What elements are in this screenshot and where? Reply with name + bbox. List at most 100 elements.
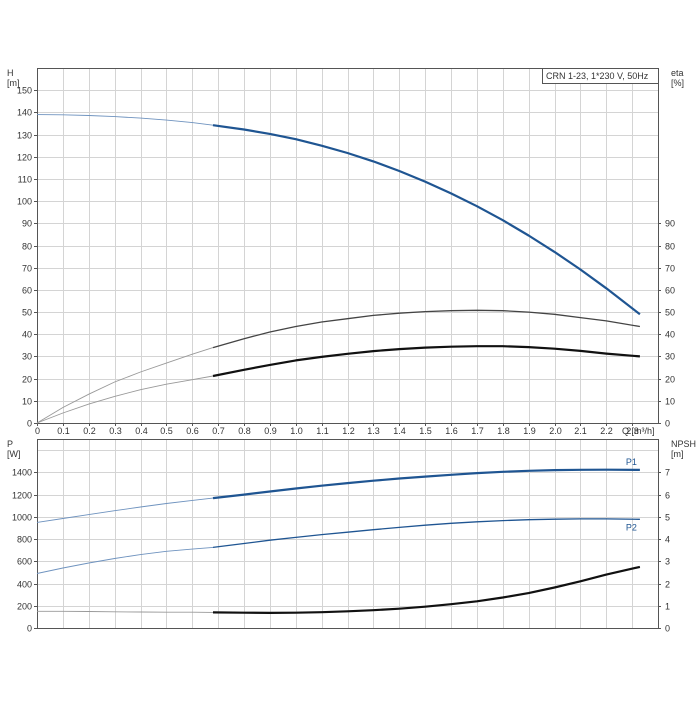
left-tick-label: 50 [22, 308, 32, 318]
subtitle-box [542, 68, 659, 84]
series-line-extrapolated [36, 347, 214, 424]
x-tick-label: 1.9 [523, 426, 536, 436]
series-p2: P2 [36, 518, 640, 574]
series-line-extrapolated [36, 497, 214, 523]
left-tick-label: 110 [18, 175, 32, 185]
series-line [212, 468, 640, 500]
left-axis-label: H [m] [7, 68, 20, 88]
x-tick-label: 2.3 [626, 426, 639, 436]
series-eta-inner [36, 345, 640, 424]
x-tick-label: 1.8 [497, 426, 510, 436]
x-tick-label: 0.5 [160, 426, 173, 436]
x-tick-label: 2.0 [549, 426, 562, 436]
right-tick-label: 4 [665, 535, 670, 545]
right-axis-label-line: eta [671, 68, 684, 78]
x-tick-label: 0.7 [212, 426, 225, 436]
series-line-extrapolated [36, 114, 214, 126]
left-tick-label: 90 [22, 219, 32, 229]
right-axis-label-line: [m] [671, 449, 684, 459]
series-line [212, 345, 640, 378]
left-tick-label: 20 [22, 375, 32, 385]
left-tick-label: 140 [17, 108, 32, 118]
right-axis-label: NPSH [m] [671, 439, 696, 459]
left-tick-label: 0 [27, 624, 32, 634]
x-axis: 0 0.1 0.2 0.3 0.4 0.5 0.6 0.7 0.8 0.9 1.0 1.1 1.2 1.3… [35, 423, 655, 436]
right-tick-label: 70 [665, 264, 675, 274]
right-tick-label: 10 [665, 397, 675, 407]
series-line [212, 565, 641, 615]
grid-lines [37, 68, 658, 423]
x-tick-label: 0.1 [57, 426, 70, 436]
left-tick-label: 40 [22, 330, 32, 340]
x-tick-label: 0.2 [83, 426, 96, 436]
left-tick-label: 1400 [12, 468, 32, 478]
series-npsh [37, 565, 641, 615]
x-tick-label: 1.7 [471, 426, 484, 436]
left-tick-label: 100 [17, 197, 32, 207]
right-axis-label-line: [%] [671, 78, 684, 88]
left-tick-label: 30 [22, 352, 32, 362]
x-tick-label: 1.1 [316, 426, 329, 436]
series-line-extrapolated [36, 375, 214, 424]
left-tick-label: 800 [17, 535, 32, 545]
left-tick-label: 70 [22, 264, 32, 274]
x-axis-label: Q [m³/h] [622, 426, 655, 436]
left-tick-label: 1200 [12, 491, 32, 501]
right-tick-label: 50 [665, 308, 675, 318]
right-tick-label: 5 [665, 513, 670, 523]
series-line-extrapolated [37, 610, 214, 613]
left-axis: 0 200 400 600 800 1000 1200 1400 P [W] [7, 439, 37, 634]
series-line [212, 309, 641, 349]
right-tick-label: 2 [665, 580, 670, 590]
left-tick-label: 80 [22, 242, 32, 252]
right-axis-label-line: NPSH [671, 439, 696, 449]
left-axis-label-line: H [7, 68, 14, 78]
x-tick-label: 0.4 [135, 426, 148, 436]
left-axis-label-line: P [7, 439, 13, 449]
left-tick-label: 60 [22, 286, 32, 296]
left-tick-label: 200 [17, 602, 32, 612]
right-tick-label: 6 [665, 491, 670, 501]
x-tick-label: 0.8 [238, 426, 251, 436]
right-tick-label: 60 [665, 286, 675, 296]
series-eta-outer [36, 309, 641, 424]
left-axis-label-line: [m] [7, 78, 20, 88]
right-axis-label: eta [%] [671, 68, 684, 88]
series-line [212, 518, 640, 549]
left-tick-label: 120 [17, 153, 32, 163]
left-axis-label-line: [W] [7, 449, 21, 459]
left-tick-label: 130 [17, 131, 32, 141]
left-tick-label: 1000 [12, 513, 32, 523]
plot-frame [37, 439, 659, 629]
chart-subtitle: CRN 1-23, 1*230 V, 50Hz [546, 71, 649, 81]
x-tick-label: 0.9 [264, 426, 277, 436]
right-tick-label: 30 [665, 352, 675, 362]
x-tick-label: 2.1 [574, 426, 587, 436]
x-tick-label: 1.6 [445, 426, 458, 436]
series-line [212, 124, 641, 316]
grid-lines [37, 439, 658, 628]
right-tick-label: 20 [665, 375, 675, 385]
left-axis-label: P [W] [7, 439, 21, 459]
x-tick-label: 0.3 [109, 426, 122, 436]
x-tick-label: 0.6 [186, 426, 199, 436]
series-label-p2: P2 [626, 522, 637, 532]
right-tick-label: 40 [665, 330, 675, 340]
x-tick-label: 1.5 [419, 426, 432, 436]
left-tick-label: 400 [17, 580, 32, 590]
x-tick-label: 1.4 [393, 426, 406, 436]
x-tick-label: 1.3 [367, 426, 380, 436]
right-tick-label: 1 [665, 602, 670, 612]
left-tick-label: 0 [27, 419, 32, 429]
x-tick-label: 0 [35, 426, 40, 436]
series-h [36, 114, 641, 316]
series-label-p1: P1 [626, 457, 637, 467]
right-tick-label: 0 [665, 419, 670, 429]
right-tick-label: 3 [665, 557, 670, 567]
right-tick-label: 80 [665, 242, 675, 252]
right-tick-label: 90 [665, 219, 675, 229]
